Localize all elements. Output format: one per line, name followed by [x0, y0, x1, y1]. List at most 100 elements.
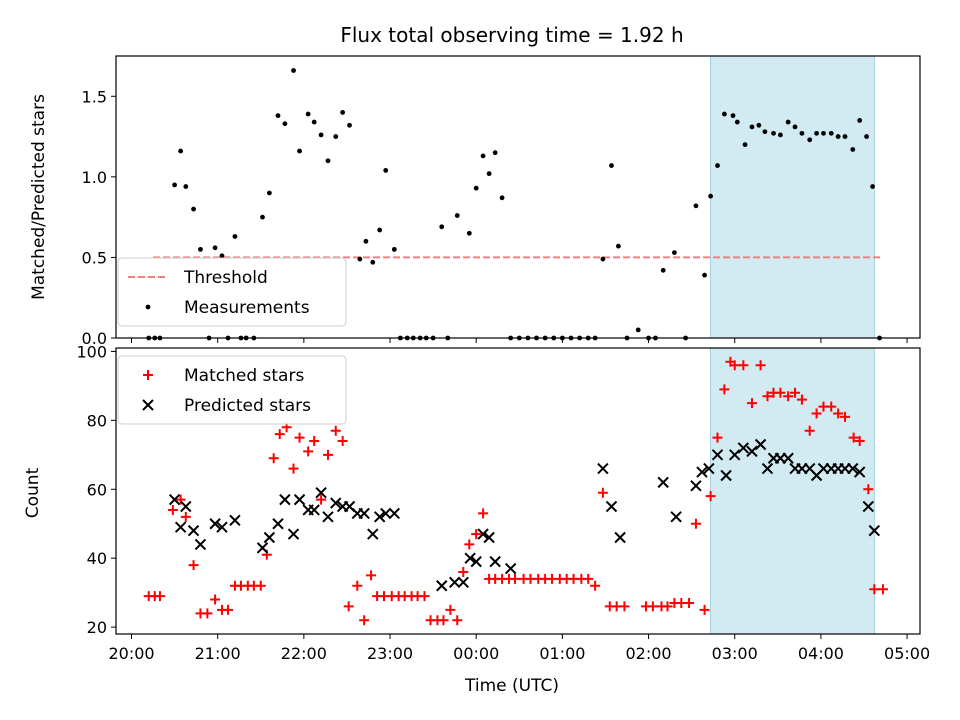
top-legend-box — [117, 257, 347, 327]
bottom-y-tick-label: 100 — [76, 342, 107, 361]
bottom-series-predicted-stars-point — [729, 449, 741, 461]
bottom-legend-label: Predicted stars — [184, 396, 311, 416]
top-series-measurements-point — [172, 182, 177, 188]
top-series-measurements-point — [835, 134, 841, 139]
top-series-measurements-point — [333, 134, 339, 139]
top-series-measurements-point — [183, 184, 189, 189]
bottom-series-predicted-stars-point — [597, 462, 609, 475]
bottom-series-matched-stars-point — [180, 511, 191, 522]
top-series-measurements-point — [325, 158, 331, 164]
bottom-series-matched-stars-point — [352, 580, 363, 591]
bottom-series-matched-stars-point — [303, 446, 314, 457]
bottom-series-matched-stars-point — [471, 529, 482, 540]
top-series-measurements-point — [305, 111, 311, 117]
bottom-series-predicted-stars-point — [279, 493, 291, 506]
bottom-series-predicted-stars-point — [464, 552, 476, 564]
top-series-measurements-point — [814, 130, 819, 136]
top-series-measurements-point — [807, 137, 813, 143]
bottom-series-matched-stars-point — [309, 436, 320, 447]
top-series-measurements-point — [311, 119, 317, 125]
top-series-measurements-point — [721, 111, 727, 117]
bottom-series-predicted-stars-point — [448, 576, 461, 589]
bottom-series-predicted-stars-point — [847, 462, 859, 475]
bottom-y-axis-label: Count — [23, 467, 43, 518]
bottom-series-matched-stars-point — [699, 604, 710, 615]
top-series-measurements-point — [600, 256, 606, 262]
bottom-legend-box — [117, 355, 347, 425]
top-legend-label: Threshold — [183, 268, 268, 288]
top-series-measurements-point — [864, 134, 869, 139]
bottom-series-matched-stars-point — [729, 360, 740, 371]
top-series-measurements-point — [615, 243, 621, 249]
bottom-x-tick-label: 20:00 — [108, 644, 154, 663]
bottom-series-predicted-stars-point — [287, 528, 300, 540]
bottom-series-matched-stars-point — [877, 584, 888, 595]
bottom-panel: 20 40 60 80 100 20:00 21:00 22:00 23:00 00:00 01:0… — [76, 342, 930, 663]
bottom-series-predicted-stars-point — [477, 528, 489, 540]
top-series-measurements-point — [439, 224, 445, 230]
bottom-series-matched-stars-point — [826, 401, 837, 412]
top-series-measurements-point — [266, 190, 272, 196]
top-panel: 0.0 0.5 1.0 1.5 Threshold Measurements — [82, 55, 921, 348]
top-y-tick-label: 1.0 — [82, 168, 107, 187]
top-series-measurements-point — [318, 132, 324, 138]
bottom-series-predicted-stars-point — [690, 480, 702, 492]
bottom-series-matched-stars-point — [464, 539, 475, 550]
bottom-series-predicted-stars-point — [696, 466, 708, 478]
bottom-series-matched-stars-point — [619, 601, 630, 612]
bottom-series-predicted-stars-point — [263, 531, 276, 544]
bottom-series-matched-stars-point — [705, 491, 716, 502]
top-series-measurements-point — [340, 110, 346, 115]
bottom-axes-frame — [115, 347, 921, 635]
bottom-series-matched-stars-point — [154, 591, 165, 602]
bottom-series-matched-stars-point — [366, 570, 377, 581]
top-series-measurements-point — [363, 238, 369, 244]
top-series-measurements-point — [357, 256, 363, 262]
bottom-y-tick-label: 60 — [87, 480, 107, 499]
bottom-series-predicted-stars-point — [229, 514, 241, 526]
top-series-measurements-point — [777, 132, 783, 138]
bottom-series-predicted-stars-point — [272, 518, 284, 530]
bottom-series-matched-stars-point — [775, 387, 786, 398]
bottom-series-predicted-stars-point — [746, 445, 758, 458]
bottom-series-predicted-stars-point — [322, 511, 334, 523]
top-series-measurements-point — [756, 122, 762, 128]
top-y-tick-label: 0.0 — [82, 329, 107, 348]
top-series-measurements-point — [742, 142, 748, 148]
top-series-measurements-point — [785, 119, 791, 125]
bottom-series-predicted-stars-point — [868, 524, 881, 537]
bottom-series-predicted-stars-point — [754, 438, 767, 451]
bottom-series-matched-stars-point — [848, 432, 859, 443]
bottom-series-predicted-stars-point — [216, 521, 228, 533]
bottom-series-predicted-stars-point — [256, 542, 269, 554]
top-y-axis-label: Matched/Predicted stars — [29, 94, 49, 300]
bottom-series-matched-stars-point — [343, 601, 354, 612]
bottom-x-tick-label: 23:00 — [367, 644, 413, 663]
bottom-series-matched-stars-point — [854, 436, 865, 447]
bottom-series-matched-stars-point — [796, 394, 807, 405]
bottom-series-matched-stars-point — [746, 398, 757, 409]
bottom-series-predicted-stars-point — [657, 476, 669, 489]
bottom-series-predicted-stars-point — [209, 518, 221, 530]
bottom-x-tick-label: 21:00 — [195, 644, 241, 663]
bottom-series-predicted-stars-point — [457, 576, 469, 589]
bottom-x-tick-label: 02:00 — [625, 644, 671, 663]
bottom-series-predicted-stars-point — [187, 524, 200, 537]
bottom-series-predicted-stars-point — [358, 507, 370, 520]
bottom-series-matched-stars-point — [719, 384, 730, 395]
bottom-series-predicted-stars-point — [862, 500, 875, 513]
top-shaded-region — [710, 55, 875, 339]
bottom-legend-swatch — [142, 399, 154, 411]
bottom-series-matched-stars-point — [167, 504, 178, 515]
bottom-series-predicted-stars-point — [470, 555, 482, 568]
bottom-series-matched-stars-point — [597, 487, 608, 498]
bottom-series-predicted-stars-point — [782, 452, 794, 464]
top-series-measurements-point — [850, 147, 856, 152]
bottom-series-matched-stars-point — [175, 494, 186, 505]
top-series-measurements-point — [370, 259, 376, 265]
bottom-y-tick-label: 80 — [87, 411, 107, 430]
bottom-series-predicted-stars-point — [315, 487, 327, 499]
bottom-series-matched-stars-point — [590, 580, 601, 591]
bottom-series-matched-stars-point — [684, 597, 695, 608]
bottom-series-predicted-stars-point — [483, 531, 495, 544]
